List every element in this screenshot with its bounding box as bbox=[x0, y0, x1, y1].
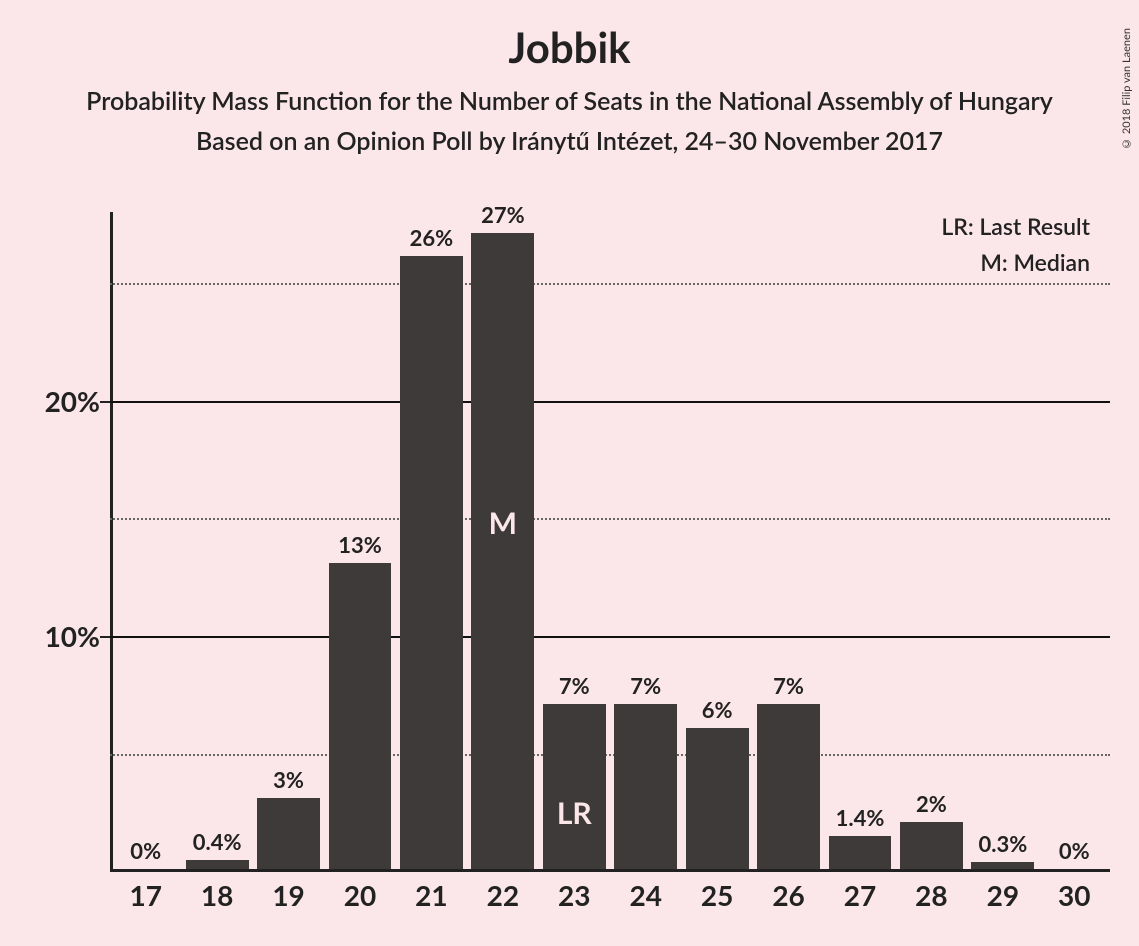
bar-value-label: 26% bbox=[410, 224, 454, 251]
x-tick-label: 30 bbox=[1058, 878, 1090, 912]
x-tick-label: 19 bbox=[272, 878, 304, 912]
bar-value-label: 0.3% bbox=[978, 830, 1027, 857]
bar-value-label: 3% bbox=[273, 766, 304, 793]
x-tick-label: 20 bbox=[344, 878, 376, 912]
bar bbox=[329, 563, 392, 869]
x-tick-label: 25 bbox=[701, 878, 733, 912]
y-tick-mark bbox=[100, 401, 110, 403]
x-tick-label: 26 bbox=[772, 878, 804, 912]
plot: 10%20%0%170.4%183%1913%2026%2127%22M7%23… bbox=[110, 212, 1110, 872]
last-result-marker: LR bbox=[557, 795, 592, 831]
x-tick-label: 18 bbox=[201, 878, 233, 912]
bar bbox=[543, 704, 606, 869]
gridline-minor bbox=[110, 518, 1110, 520]
gridline-major bbox=[110, 636, 1110, 638]
bar-value-label: 13% bbox=[338, 531, 382, 558]
bar-value-label: 6% bbox=[702, 696, 733, 723]
gridline-minor bbox=[110, 283, 1110, 285]
x-axis bbox=[110, 869, 1110, 872]
bar bbox=[829, 836, 892, 869]
bar-value-label: 7% bbox=[630, 672, 661, 699]
x-tick-label: 22 bbox=[487, 878, 519, 912]
bar-value-label: 0% bbox=[130, 837, 161, 864]
chart-subtitle-1: Probability Mass Function for the Number… bbox=[0, 86, 1139, 116]
bar bbox=[471, 233, 534, 869]
x-tick-label: 17 bbox=[129, 878, 161, 912]
bar bbox=[257, 798, 320, 869]
bar bbox=[614, 704, 677, 869]
bar bbox=[971, 862, 1034, 869]
median-marker: M bbox=[489, 505, 517, 541]
bar-value-label: 0.4% bbox=[193, 828, 242, 855]
x-tick-label: 23 bbox=[558, 878, 590, 912]
bar-value-label: 0% bbox=[1059, 837, 1090, 864]
y-tick-mark bbox=[100, 636, 110, 638]
chart-title: Jobbik bbox=[0, 22, 1139, 72]
bar-value-label: 1.4% bbox=[836, 804, 885, 831]
gridline-minor bbox=[110, 754, 1110, 756]
bar bbox=[686, 728, 749, 869]
bar-value-label: 7% bbox=[773, 672, 804, 699]
x-tick-label: 21 bbox=[415, 878, 447, 912]
x-tick-label: 27 bbox=[844, 878, 876, 912]
y-tick-label: 10% bbox=[10, 619, 100, 653]
chart-subtitle-2: Based on an Opinion Poll by Iránytű Inté… bbox=[0, 126, 1139, 156]
bar-value-label: 27% bbox=[481, 201, 525, 228]
bar-value-label: 7% bbox=[559, 672, 590, 699]
bar bbox=[900, 822, 963, 869]
chart-area: LR: Last Result M: Median 10%20%0%170.4%… bbox=[110, 212, 1110, 872]
bar-value-label: 2% bbox=[916, 790, 947, 817]
y-axis bbox=[110, 212, 113, 872]
copyright-text: © 2018 Filip van Laenen bbox=[1120, 28, 1133, 150]
y-tick-label: 20% bbox=[10, 384, 100, 418]
bar bbox=[400, 256, 463, 869]
bar bbox=[186, 860, 249, 869]
bar bbox=[757, 704, 820, 869]
x-tick-label: 24 bbox=[629, 878, 661, 912]
x-tick-label: 28 bbox=[915, 878, 947, 912]
x-tick-label: 29 bbox=[987, 878, 1019, 912]
gridline-major bbox=[110, 401, 1110, 403]
